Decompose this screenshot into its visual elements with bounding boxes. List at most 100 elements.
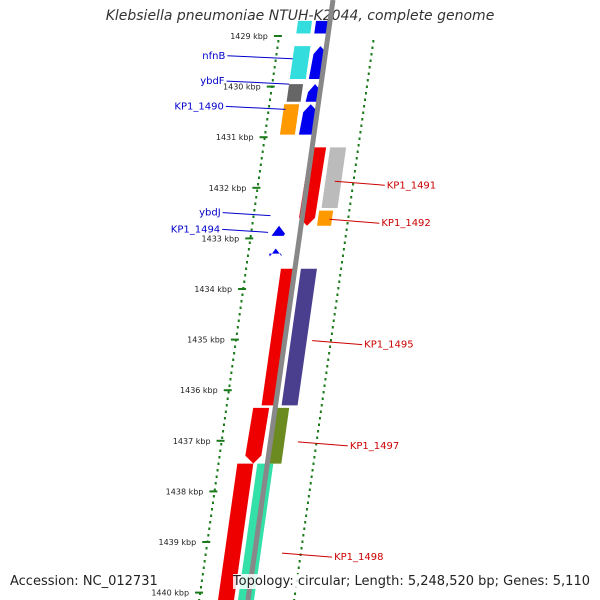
track-dot [326, 365, 329, 368]
track-dot [358, 137, 361, 140]
track-dot [219, 449, 222, 452]
track-dot [335, 300, 338, 303]
track-dot [307, 495, 310, 498]
track-dot [306, 508, 309, 511]
scale-tick-label: 1437 kbp [173, 437, 211, 446]
track-dot [330, 332, 333, 335]
track-dot [310, 475, 313, 478]
track-dot [311, 469, 314, 472]
track-dot [370, 53, 373, 56]
track-dot [235, 332, 238, 335]
gene-label: KP1_1495 [364, 340, 413, 351]
track-dot [222, 430, 225, 433]
gene-label: nfnB [202, 51, 225, 62]
track-dot [305, 514, 308, 517]
track-dot [239, 306, 242, 309]
track-dot [226, 397, 229, 400]
track-dot [333, 313, 336, 316]
track-dot [354, 163, 357, 166]
track-dot [230, 371, 233, 374]
track-dot [318, 423, 321, 426]
track-dot [216, 469, 219, 472]
track-dot [356, 150, 359, 153]
track-dot [344, 235, 347, 238]
scale-tick-label: 1439 kbp [159, 538, 197, 547]
track-dot [267, 111, 270, 114]
track-dot [338, 280, 341, 283]
track-dot [345, 228, 348, 231]
gene-label: KP1_1492 [381, 218, 430, 229]
gene-label: ybdF [200, 76, 225, 87]
gene-block [314, 20, 331, 34]
accession-text: Accession: NC_012731 [10, 574, 158, 589]
track-dot [275, 53, 278, 56]
track-dot [204, 553, 207, 556]
track-dot [261, 150, 264, 153]
track-dot [332, 319, 335, 322]
label-leader-line [225, 105, 286, 110]
track-dot [366, 79, 369, 82]
genome-backbone [245, 0, 336, 600]
track-dot [364, 92, 367, 95]
gene-block [296, 20, 313, 34]
track-dot [211, 508, 214, 511]
track-dot [221, 436, 224, 439]
track-dot [328, 352, 331, 355]
track-dot [351, 189, 354, 192]
track-dot [362, 111, 365, 114]
track-dot [363, 105, 366, 108]
track-dot [250, 228, 253, 231]
track-dot [355, 157, 358, 160]
track-dot [317, 430, 320, 433]
track-dot [323, 384, 326, 387]
inner-dotted-track [198, 40, 280, 600]
track-dot [294, 592, 297, 595]
gene-block [281, 268, 317, 406]
track-dot [203, 560, 206, 563]
track-dot [352, 176, 355, 179]
track-dot [236, 326, 239, 329]
track-dot [322, 391, 325, 394]
track-dot [255, 196, 258, 199]
label-leader-line [334, 180, 385, 186]
gene-block [245, 407, 270, 464]
track-dot [211, 501, 214, 504]
gene-block [271, 225, 286, 236]
track-dot [225, 404, 228, 407]
track-dot [234, 345, 237, 348]
label-leader-line [222, 212, 271, 217]
track-dot [306, 501, 309, 504]
gene-label: KP1_1497 [350, 441, 399, 452]
scale-tick-label: 1435 kbp [187, 336, 225, 345]
track-dot [302, 534, 305, 537]
track-dot [227, 391, 230, 394]
track-dot [372, 40, 375, 43]
track-dot [313, 456, 316, 459]
track-dot [200, 579, 203, 582]
track-dot [223, 423, 226, 426]
scale-tick-label: 1431 kbp [216, 133, 254, 142]
track-dot [240, 300, 243, 303]
track-dot [199, 586, 202, 589]
track-dot [213, 488, 216, 491]
scale-tick-label: 1440 kbp [151, 589, 189, 598]
track-dot [300, 547, 303, 550]
track-dot [202, 566, 205, 569]
track-dot [274, 59, 277, 62]
track-dot [262, 144, 265, 147]
track-dot [324, 378, 327, 381]
topology-text: Topology: circular; Length: 5,248,520 bp… [232, 574, 590, 589]
track-dot [214, 482, 217, 485]
track-dot [223, 417, 226, 420]
track-dot [304, 521, 307, 524]
track-dot [297, 566, 300, 569]
scale-tick-label: 1438 kbp [166, 487, 204, 496]
track-dot [263, 137, 266, 140]
track-dot [277, 40, 280, 43]
track-dot [248, 241, 251, 244]
track-dot [264, 131, 267, 134]
track-dot [251, 222, 254, 225]
scale-tick-label: 1432 kbp [209, 184, 247, 193]
gene-block [269, 248, 282, 257]
